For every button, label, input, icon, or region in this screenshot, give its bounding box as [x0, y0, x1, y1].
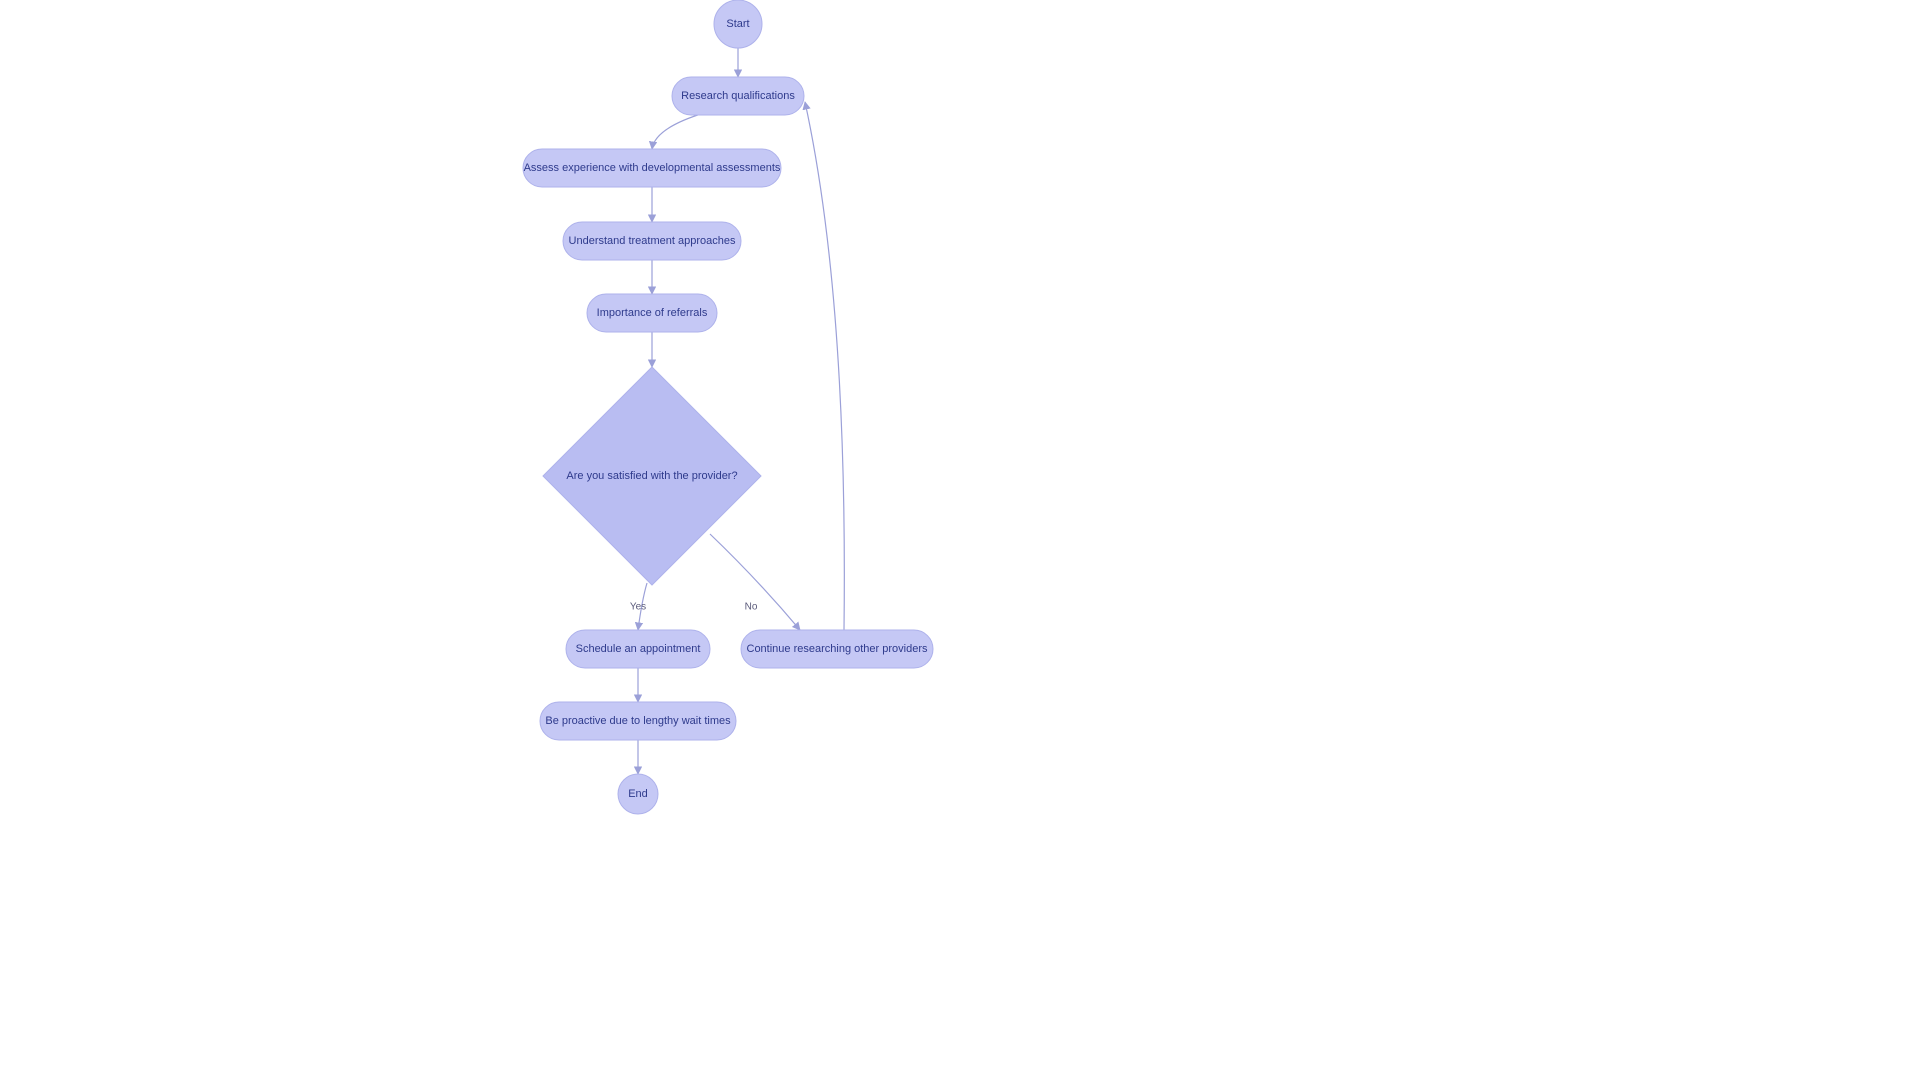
node-schedule: Schedule an appointment — [566, 630, 710, 668]
node-label-decision: Are you satisfied with the provider? — [566, 470, 737, 482]
edge-label-no: No — [745, 602, 758, 613]
node-label-proactive: Be proactive due to lengthy wait times — [545, 715, 731, 727]
node-label-end: End — [628, 788, 648, 800]
edge-research-assess — [652, 113, 704, 149]
node-label-continue: Continue researching other providers — [747, 643, 928, 655]
node-label-referrals: Importance of referrals — [597, 307, 708, 319]
node-label-research: Research qualifications — [681, 90, 795, 102]
flowchart-canvas: Yes No Start Research qualifications Assess … — [0, 0, 1920, 1080]
edge-continue-research — [805, 102, 844, 630]
node-start: Start — [714, 0, 762, 48]
node-understand: Understand treatment approaches — [563, 222, 741, 260]
node-label-assess: Assess experience with developmental ass… — [524, 162, 781, 174]
node-continue: Continue researching other providers — [741, 630, 933, 668]
edge-decision-continue — [710, 534, 800, 630]
node-referrals: Importance of referrals — [587, 294, 717, 332]
node-label-schedule: Schedule an appointment — [576, 643, 701, 655]
nodes-group: Start Research qualifications Assess exper… — [523, 0, 933, 814]
node-proactive: Be proactive due to lengthy wait times — [540, 702, 736, 740]
node-label-understand: Understand treatment approaches — [569, 235, 736, 247]
node-end: End — [618, 774, 658, 814]
node-label-start: Start — [726, 18, 749, 30]
edge-label-yes: Yes — [630, 602, 646, 613]
node-assess: Assess experience with developmental ass… — [523, 149, 781, 187]
node-research: Research qualifications — [672, 77, 804, 115]
